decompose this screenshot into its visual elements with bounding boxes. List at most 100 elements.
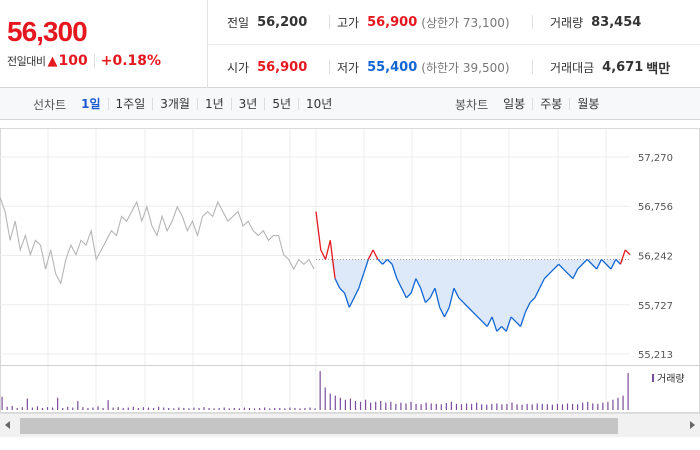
chart-scrollbar[interactable] — [0, 413, 700, 437]
volume-bar — [163, 407, 165, 410]
volume-label: 거래량 — [550, 15, 584, 30]
volume-bar — [556, 403, 559, 410]
today-price-segment — [420, 288, 427, 303]
volume-bar — [31, 407, 33, 410]
volume-bar — [450, 401, 453, 410]
turnover-label: 거래대금 — [550, 60, 595, 75]
candle-tab-2[interactable]: 월봉 — [569, 98, 606, 110]
volume-bar — [359, 401, 362, 410]
candle-tab-1[interactable]: 주봉 — [532, 98, 569, 110]
change-row: 전일대비 ▲ 100 +0.18% — [7, 53, 161, 69]
volume-bar — [582, 402, 584, 410]
period-tab-5[interactable]: 5년 — [264, 98, 298, 110]
today-price-segment — [382, 259, 388, 265]
today-price-segment — [353, 287, 360, 299]
up-triangle-icon: ▲ — [47, 53, 58, 69]
volume-bar — [304, 407, 306, 410]
today-price-segment — [505, 316, 512, 332]
price-chart[interactable]: 57,270 56,756 56,242 55,727 55,213 거래량 — [0, 121, 700, 413]
today-price-segment — [615, 259, 621, 265]
volume-bar — [67, 406, 69, 410]
volume-bar — [531, 404, 533, 410]
volume-bar — [198, 407, 200, 410]
today-price-segment — [596, 259, 603, 270]
candle-tab-0[interactable]: 일봉 — [503, 97, 526, 111]
volume-bar — [571, 403, 574, 410]
volume-bar — [375, 401, 377, 410]
current-price: 56,300 — [7, 16, 88, 47]
volume-bar — [11, 405, 13, 410]
volume-bar — [324, 387, 326, 410]
open-label: 시가 — [227, 60, 250, 75]
today-price-segment — [429, 287, 436, 299]
volume-bar — [445, 403, 447, 410]
volume-bar — [617, 397, 619, 410]
volume-bar — [400, 402, 402, 410]
volume-legend-swatch — [652, 374, 654, 382]
volume-bar — [233, 407, 235, 410]
volume-bar — [1, 396, 3, 410]
today-price-segment — [486, 316, 493, 327]
today-price-segment — [434, 288, 441, 308]
today-price-segment — [605, 263, 612, 270]
volume-bar — [208, 407, 210, 410]
today-price-segment — [405, 292, 412, 299]
today-price-segment — [600, 259, 607, 265]
divider — [93, 54, 95, 68]
change-value: 100 — [58, 53, 88, 69]
y-tick-label: 57,270 — [638, 153, 673, 164]
high-value: 56,900 — [367, 14, 418, 30]
volume-bar — [566, 403, 569, 410]
volume-bar — [203, 407, 205, 410]
volume-bar — [299, 408, 301, 410]
volume-bar — [319, 371, 321, 410]
scroll-left-icon[interactable] — [5, 421, 10, 429]
today-price-segment — [377, 259, 384, 265]
volume-bar — [16, 407, 18, 410]
period-tab-6[interactable]: 10년 — [298, 98, 339, 110]
today-price-segment — [496, 326, 503, 332]
today-price-segment — [586, 259, 593, 265]
period-tab-1[interactable]: 1주일 — [107, 98, 153, 110]
today-price-segment — [443, 307, 450, 318]
today-price-segment — [519, 311, 526, 327]
scroll-right-icon[interactable] — [690, 421, 695, 429]
upper-limit: (상한가 73,100) — [421, 15, 510, 30]
volume-bar — [546, 404, 548, 410]
today-price-segment — [453, 287, 460, 299]
volume-bar — [36, 406, 39, 410]
today-price-segment — [372, 249, 379, 260]
volume-bar — [82, 407, 84, 410]
volume-bar — [349, 398, 352, 410]
volume-bar — [193, 407, 195, 410]
y-tick-label: 56,756 — [638, 202, 673, 213]
period-tab-3[interactable]: 1년 — [196, 98, 231, 110]
today-price-segment — [439, 307, 446, 318]
volume-bar — [46, 407, 49, 410]
today-price-segment — [477, 316, 483, 323]
volume-bar — [223, 407, 225, 410]
high-label: 고가 — [337, 15, 360, 30]
today-price-segment — [529, 297, 536, 304]
volume-bar — [476, 402, 478, 410]
volume-bar — [168, 407, 170, 410]
volume-bar — [6, 406, 8, 410]
period-tab-0[interactable]: 1일 — [81, 97, 101, 111]
volume-bar — [370, 402, 372, 410]
turnover-cell: 거래대금 4,671 백만 — [550, 45, 670, 89]
today-price-segment — [367, 249, 374, 260]
y-tick-label: 56,242 — [638, 251, 673, 262]
turnover-unit: 백만 — [646, 61, 671, 77]
today-price-segment — [324, 240, 331, 260]
change-label: 전일대비 — [7, 55, 46, 68]
period-tab-2[interactable]: 3개월 — [152, 98, 197, 110]
volume-bar — [87, 407, 89, 410]
volume-bar — [339, 397, 341, 410]
today-price-segment — [501, 326, 507, 332]
period-tab-4[interactable]: 3년 — [230, 98, 265, 110]
volume-bar — [51, 407, 54, 410]
today-price-segment — [348, 297, 355, 308]
scroll-thumb[interactable] — [20, 418, 618, 434]
volume-bar — [107, 400, 109, 410]
